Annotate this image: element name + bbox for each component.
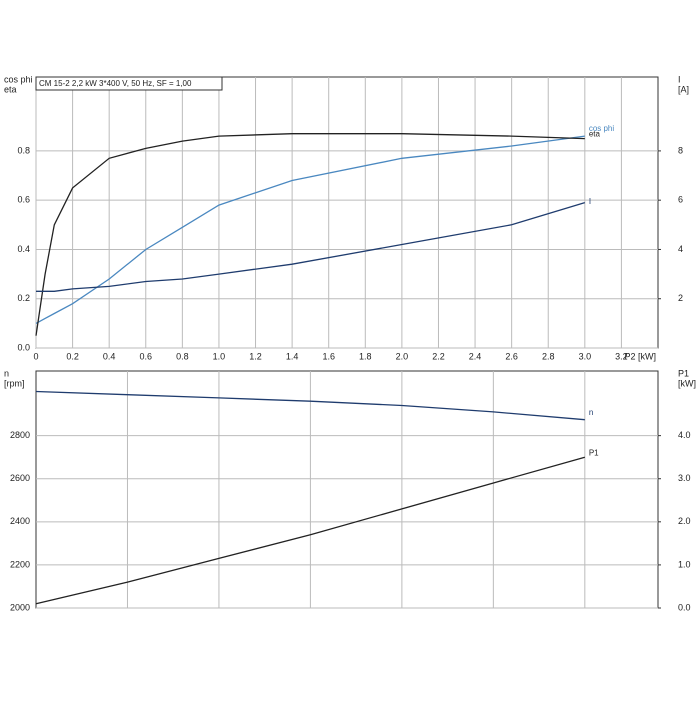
y2-tick-label: 6 <box>678 195 683 205</box>
y2-tick-label: 2 <box>678 293 683 303</box>
y-tick-label: 0.0 <box>17 342 30 352</box>
y-tick-label: 2200 <box>10 559 30 569</box>
y-tick-label: 2800 <box>10 430 30 440</box>
y2-tick-label: 0.0 <box>678 602 691 612</box>
y2-tick-label: 1.0 <box>678 559 691 569</box>
series-label: cos phi <box>589 124 615 133</box>
y-tick-label: 0.8 <box>17 145 30 155</box>
x-tick-label: 2.8 <box>542 351 555 361</box>
y-axis-label: [rpm] <box>4 378 25 388</box>
x-tick-label: 2.4 <box>469 351 482 361</box>
y-axis-label: n <box>4 368 9 378</box>
x-tick-label: 3.0 <box>579 351 592 361</box>
series-label: n <box>589 408 593 417</box>
y2-axis-label: P1 <box>678 368 689 378</box>
series-label: I <box>589 197 591 206</box>
series-line <box>36 201 585 292</box>
y-tick-label: 0.4 <box>17 244 30 254</box>
x-tick-label: 0.6 <box>140 351 153 361</box>
y2-tick-label: 4.0 <box>678 430 691 440</box>
x-tick-label: 1.6 <box>322 351 335 361</box>
series-label: eta <box>589 130 601 139</box>
x-tick-label: 1.0 <box>213 351 226 361</box>
y-tick-label: 0.6 <box>17 195 30 205</box>
y2-axis-label: [A] <box>678 84 689 94</box>
x-tick-label: 0.4 <box>103 351 116 361</box>
series-line <box>35 456 585 605</box>
y-tick-label: 2600 <box>10 473 30 483</box>
plot-area <box>35 76 659 349</box>
series-label: P1 <box>589 448 599 457</box>
y-axis-label: cos phi <box>4 74 33 84</box>
x-tick-label: 2.2 <box>432 351 445 361</box>
series-line <box>35 390 585 421</box>
title-box <box>35 76 223 91</box>
x-tick-label: 0.2 <box>66 351 79 361</box>
plot-area <box>35 370 659 609</box>
x-axis-label: P2 [kW] <box>624 351 656 361</box>
series-line <box>35 133 585 336</box>
y2-tick-label: 2.0 <box>678 516 691 526</box>
y-tick-label: 2400 <box>10 516 30 526</box>
x-tick-label: 1.2 <box>249 351 262 361</box>
y2-tick-label: 8 <box>678 145 683 155</box>
x-tick-label: 0.8 <box>176 351 189 361</box>
y2-tick-label: 4 <box>678 244 683 254</box>
y-tick-label: 2000 <box>10 602 30 612</box>
x-tick-label: 3.2 <box>615 351 628 361</box>
series-line <box>35 135 585 324</box>
y2-axis-label: I <box>678 74 681 84</box>
x-tick-label: 0 <box>33 351 38 361</box>
y-axis-label: eta <box>4 84 17 94</box>
x-tick-label: 2.0 <box>396 351 409 361</box>
x-tick-label: 1.8 <box>359 351 372 361</box>
y2-tick-label: 3.0 <box>678 473 691 483</box>
y-tick-label: 0.2 <box>17 293 30 303</box>
x-tick-label: 2.6 <box>505 351 518 361</box>
chart-title: CM 15-2 2,2 kW 3*400 V, 50 Hz, SF = 1,00 <box>39 79 192 88</box>
y2-axis-label: [kW] <box>678 378 696 388</box>
x-tick-label: 1.4 <box>286 351 299 361</box>
